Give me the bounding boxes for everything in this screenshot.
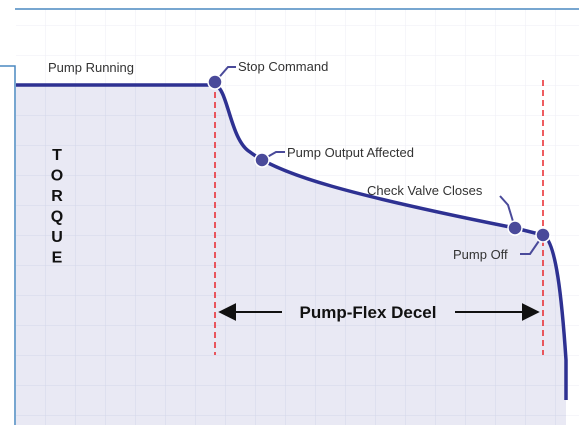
- event-dots: [207, 74, 551, 243]
- event-dot: [535, 227, 551, 243]
- event-dot: [507, 220, 523, 236]
- event-dot: [207, 74, 223, 90]
- frame: [0, 8, 579, 425]
- label: Pump Off: [453, 247, 508, 262]
- axis-letter: E: [52, 250, 63, 267]
- axis-letter: U: [51, 229, 63, 246]
- axis-letter: O: [51, 168, 63, 185]
- label: Pump Output Affected: [287, 145, 414, 160]
- label: Stop Command: [238, 59, 328, 74]
- axis-letter: T: [52, 147, 62, 164]
- plot-area: [16, 9, 579, 425]
- span-label: Pump-Flex Decel: [300, 303, 437, 322]
- axis-letter: Q: [51, 209, 63, 226]
- axis-letter: R: [51, 188, 63, 205]
- area-grid: [16, 85, 566, 425]
- label: Pump Running: [48, 60, 134, 75]
- event-dot: [254, 152, 270, 168]
- torque-curve: [16, 83, 568, 400]
- leader: [499, 195, 516, 229]
- label: Check Valve Closes: [367, 183, 483, 198]
